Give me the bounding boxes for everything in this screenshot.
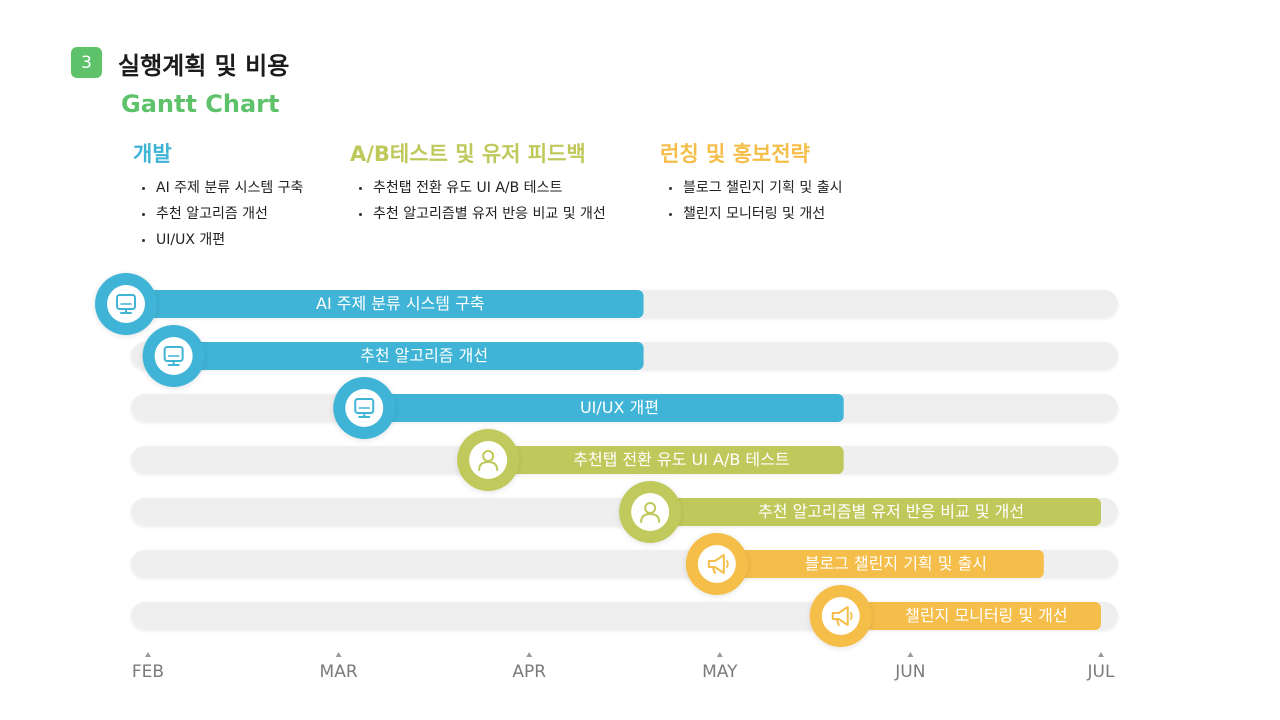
task-icon-badge bbox=[619, 481, 682, 543]
chart-subtitle: Gantt Chart bbox=[121, 90, 280, 118]
category-launch: 런칭 및 홍보전략 블로그 챌린지 기획 및 출시 챌린지 모니터링 및 개선 bbox=[660, 138, 842, 227]
gantt-bar[interactable] bbox=[364, 394, 844, 422]
megaphone-icon bbox=[831, 606, 853, 626]
category-title: A/B테스트 및 유저 피드백 bbox=[350, 142, 586, 166]
category-item: UI/UX 개편 bbox=[133, 227, 303, 253]
month-label: APR bbox=[512, 662, 546, 682]
category-dev: 개발 AI 주제 분류 시스템 구축 추천 알고리즘 개선 UI/UX 개편 bbox=[133, 138, 303, 253]
task-icon-badge bbox=[333, 377, 396, 439]
axis-tick bbox=[1098, 652, 1104, 657]
gantt-bar[interactable] bbox=[173, 342, 644, 370]
gantt-bar[interactable] bbox=[126, 290, 644, 318]
category-item: 추천 알고리즘 개선 bbox=[133, 201, 303, 227]
axis-tick bbox=[716, 652, 723, 657]
gantt-bar[interactable] bbox=[716, 550, 1044, 578]
category-item: 추천탭 전환 유도 UI A/B 테스트 bbox=[350, 175, 606, 201]
section-number-badge: 3 bbox=[71, 47, 102, 78]
month-label: JUN bbox=[894, 662, 925, 682]
gantt-bar-label: 추천탭 전환 유도 UI A/B 테스트 bbox=[573, 450, 789, 469]
gantt-bar-label: 챌린지 모니터링 및 개선 bbox=[905, 606, 1067, 625]
category-item: AI 주제 분류 시스템 구축 bbox=[133, 175, 303, 201]
gantt-bar[interactable] bbox=[840, 602, 1101, 630]
axis-tick bbox=[526, 652, 533, 657]
gantt-bar-label: UI/UX 개편 bbox=[580, 398, 659, 417]
monitor-icon bbox=[354, 398, 375, 418]
page-title: 실행계획 및 비용 bbox=[118, 52, 290, 80]
category-title: 런칭 및 홍보전략 bbox=[660, 142, 810, 166]
user-icon bbox=[478, 450, 499, 471]
axis-tick bbox=[145, 652, 151, 657]
gantt-bar-label: 추천 알고리즘별 유저 반응 비교 및 개선 bbox=[758, 502, 1024, 521]
month-label: MAY bbox=[702, 662, 738, 682]
month-label: JUL bbox=[1087, 662, 1115, 682]
gantt-bar[interactable] bbox=[488, 446, 844, 474]
task-icon-badge bbox=[809, 585, 872, 647]
category-test: A/B테스트 및 유저 피드백 추천탭 전환 유도 UI A/B 테스트 추천 … bbox=[350, 138, 606, 227]
task-icon-badge bbox=[142, 325, 205, 387]
monitor-icon bbox=[116, 294, 136, 314]
task-icon-badge bbox=[457, 429, 520, 491]
axis-tick bbox=[335, 652, 342, 657]
category-item: 블로그 챌린지 기획 및 출시 bbox=[660, 175, 842, 201]
month-label: FEB bbox=[132, 662, 164, 682]
monitor-icon bbox=[163, 346, 184, 366]
task-icon-badge bbox=[685, 533, 748, 595]
gantt-bar-label: 블로그 챌린지 기획 및 출시 bbox=[805, 554, 987, 573]
category-title: 개발 bbox=[133, 142, 172, 166]
category-item: 챌린지 모니터링 및 개선 bbox=[660, 201, 842, 227]
gantt-bar[interactable] bbox=[650, 498, 1101, 526]
task-icon-badge bbox=[95, 273, 157, 335]
gantt-bar-label: AI 주제 분류 시스템 구축 bbox=[316, 294, 485, 313]
user-icon bbox=[640, 502, 661, 523]
gantt-bar-label: 추천 알고리즘 개선 bbox=[360, 346, 488, 365]
month-label: MAR bbox=[320, 662, 358, 682]
megaphone-icon bbox=[707, 554, 729, 574]
axis-tick bbox=[907, 652, 914, 657]
category-item: 추천 알고리즘별 유저 반응 비교 및 개선 bbox=[350, 201, 606, 227]
